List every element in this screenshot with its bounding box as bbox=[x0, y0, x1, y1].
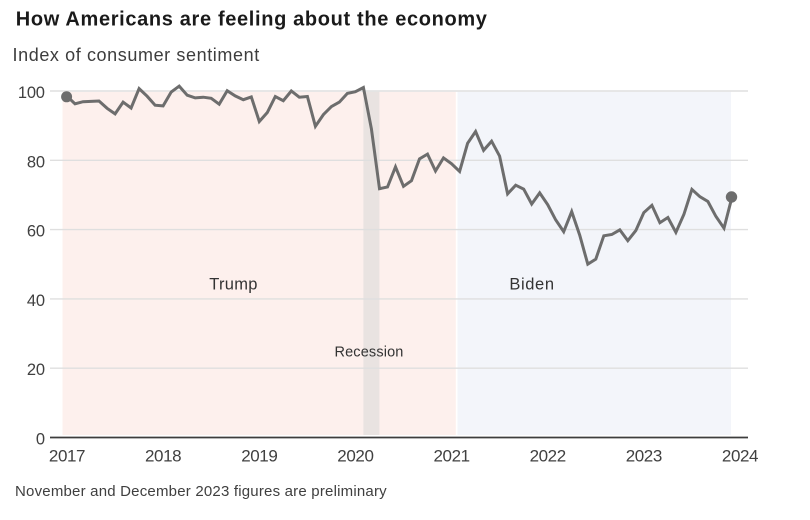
svg-text:2021: 2021 bbox=[433, 446, 469, 465]
svg-text:80: 80 bbox=[27, 153, 45, 171]
svg-text:Recession: Recession bbox=[334, 345, 403, 361]
svg-text:2023: 2023 bbox=[626, 446, 662, 465]
svg-text:2020: 2020 bbox=[337, 446, 373, 465]
svg-text:20: 20 bbox=[27, 361, 45, 379]
svg-text:2024: 2024 bbox=[722, 446, 758, 465]
svg-text:Trump: Trump bbox=[209, 275, 258, 293]
svg-text:Index of consumer sentiment: Index of consumer sentiment bbox=[13, 45, 260, 65]
svg-text:100: 100 bbox=[18, 84, 45, 102]
svg-text:60: 60 bbox=[27, 223, 45, 241]
svg-text:0: 0 bbox=[36, 431, 45, 449]
svg-text:2022: 2022 bbox=[530, 446, 566, 465]
svg-text:2019: 2019 bbox=[241, 446, 277, 465]
svg-text:Biden: Biden bbox=[509, 275, 554, 293]
svg-text:2018: 2018 bbox=[145, 446, 181, 465]
svg-text:November and December 2023 fig: November and December 2023 figures are p… bbox=[15, 483, 387, 500]
svg-text:40: 40 bbox=[27, 292, 45, 310]
svg-text:2017: 2017 bbox=[49, 446, 85, 465]
svg-text:How Americans are feeling abou: How Americans are feeling about the econ… bbox=[16, 9, 488, 31]
